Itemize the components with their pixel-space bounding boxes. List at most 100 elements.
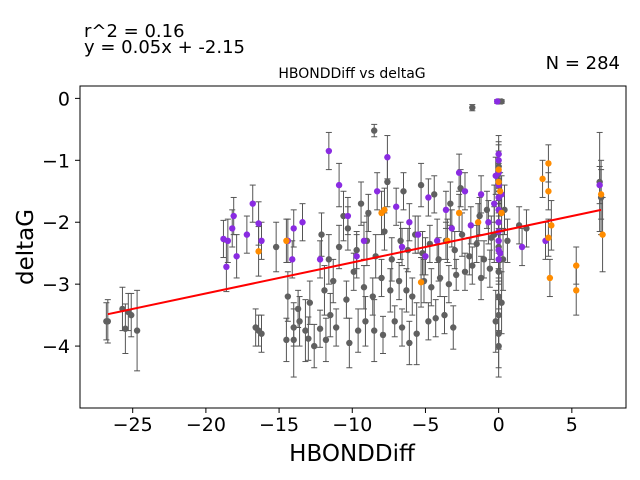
scatter-point xyxy=(398,324,406,331)
scatter-point xyxy=(458,231,466,238)
x-tick-label: −10 xyxy=(332,414,372,436)
scatter-point xyxy=(413,330,420,337)
scatter-point xyxy=(448,225,456,232)
scatter-point xyxy=(398,243,406,251)
scatter-point xyxy=(492,318,499,325)
scatter-point xyxy=(499,256,507,263)
scatter-point xyxy=(258,237,265,245)
y-tick-label: −1 xyxy=(42,150,70,172)
scatter-point xyxy=(306,299,314,306)
scatter-point xyxy=(476,212,483,220)
x-axis-ticks: −25 −20 −15 −10 −5 0 5 xyxy=(113,408,578,436)
scatter-point xyxy=(428,284,435,291)
sample-count-annotation: N = 284 xyxy=(546,53,620,74)
errorbar-layer xyxy=(103,99,606,378)
scatter-point xyxy=(435,256,442,263)
scatter-point xyxy=(539,175,546,183)
x-tick-label: −25 xyxy=(113,414,153,436)
scatter-point xyxy=(469,262,476,269)
scatter-point xyxy=(495,256,502,263)
scatter-point xyxy=(477,274,485,282)
scatter-point xyxy=(548,222,555,229)
scatter-point xyxy=(387,287,394,294)
scatter-point xyxy=(496,249,504,257)
regression-line xyxy=(107,208,602,316)
scatter-point xyxy=(305,335,312,342)
scatter-point xyxy=(495,293,502,300)
scatter-point xyxy=(371,127,378,134)
scatter-point xyxy=(467,222,475,229)
scatter-point xyxy=(344,225,352,232)
scatter-point xyxy=(371,327,378,334)
scatter-point xyxy=(495,268,502,275)
scatter-point xyxy=(299,219,306,226)
scatter-point xyxy=(289,256,296,263)
scatter-point xyxy=(283,237,290,245)
scatter-point xyxy=(433,237,441,245)
scatter-point xyxy=(224,237,232,245)
scatter-point xyxy=(346,339,353,347)
scatter-point xyxy=(436,274,444,282)
scatter-point xyxy=(480,256,488,263)
scatter-point xyxy=(491,200,498,207)
scatter-point xyxy=(133,327,141,334)
scatter-point xyxy=(495,330,502,337)
scatter-point xyxy=(327,311,334,319)
scatter-point xyxy=(495,178,502,186)
scatter-point xyxy=(350,268,357,275)
x-tick-label: −5 xyxy=(411,414,439,436)
r-squared-annotation: r^2 = 0.16 xyxy=(84,21,185,42)
scatter-point xyxy=(403,287,410,294)
scatter-point xyxy=(425,194,432,201)
scatter-point xyxy=(425,318,432,325)
scatter-point xyxy=(496,188,504,195)
scatter-point xyxy=(417,279,425,286)
scatter-point xyxy=(518,243,526,251)
scatter-point xyxy=(466,253,473,260)
scatter-point xyxy=(104,318,112,325)
scatter-point xyxy=(229,225,236,232)
scatter-point xyxy=(498,98,505,105)
scatter-point xyxy=(461,268,469,275)
scatter-point xyxy=(365,209,372,217)
scatter-point xyxy=(395,277,403,285)
scatter-point xyxy=(388,256,395,263)
scatter-point xyxy=(417,181,425,189)
scatter-point xyxy=(379,331,387,339)
scatter-point xyxy=(406,219,413,226)
scatter-point xyxy=(128,311,135,319)
chart-title: HBONDDiff vs deltaG xyxy=(278,66,425,82)
scatter-point xyxy=(360,237,368,245)
plot-frame xyxy=(79,85,627,409)
scatter-point xyxy=(360,284,368,291)
scatter-point xyxy=(498,209,505,217)
scatter-point xyxy=(495,311,502,319)
scatter-point xyxy=(316,325,324,332)
scatter-point xyxy=(422,253,429,260)
x-tick-label: −20 xyxy=(186,414,226,436)
scatter-point xyxy=(316,256,324,263)
scatter-point xyxy=(369,293,376,300)
scatter-point xyxy=(400,188,407,195)
y-tick-label: −2 xyxy=(42,212,70,234)
scatter-point xyxy=(545,188,552,195)
scatter-point xyxy=(432,315,439,322)
scatter-point xyxy=(485,219,492,226)
x-tick-label: −15 xyxy=(259,414,299,436)
scatter-point xyxy=(354,327,362,334)
scatter-point xyxy=(498,299,505,306)
x-tick-label: 0 xyxy=(493,414,505,436)
scatter-point xyxy=(330,277,337,285)
scatter-point xyxy=(486,265,494,272)
scatter-point xyxy=(445,280,453,288)
scatter-point xyxy=(362,318,369,325)
scatter-point xyxy=(311,342,318,350)
scatter-point xyxy=(473,240,480,248)
scatter-point xyxy=(474,219,482,226)
scatter-point xyxy=(597,191,605,198)
scatter-point xyxy=(504,237,511,245)
scatter-point xyxy=(223,263,230,271)
scatter-point xyxy=(493,98,501,105)
scatter-point xyxy=(255,220,262,227)
point-layer xyxy=(103,98,606,350)
